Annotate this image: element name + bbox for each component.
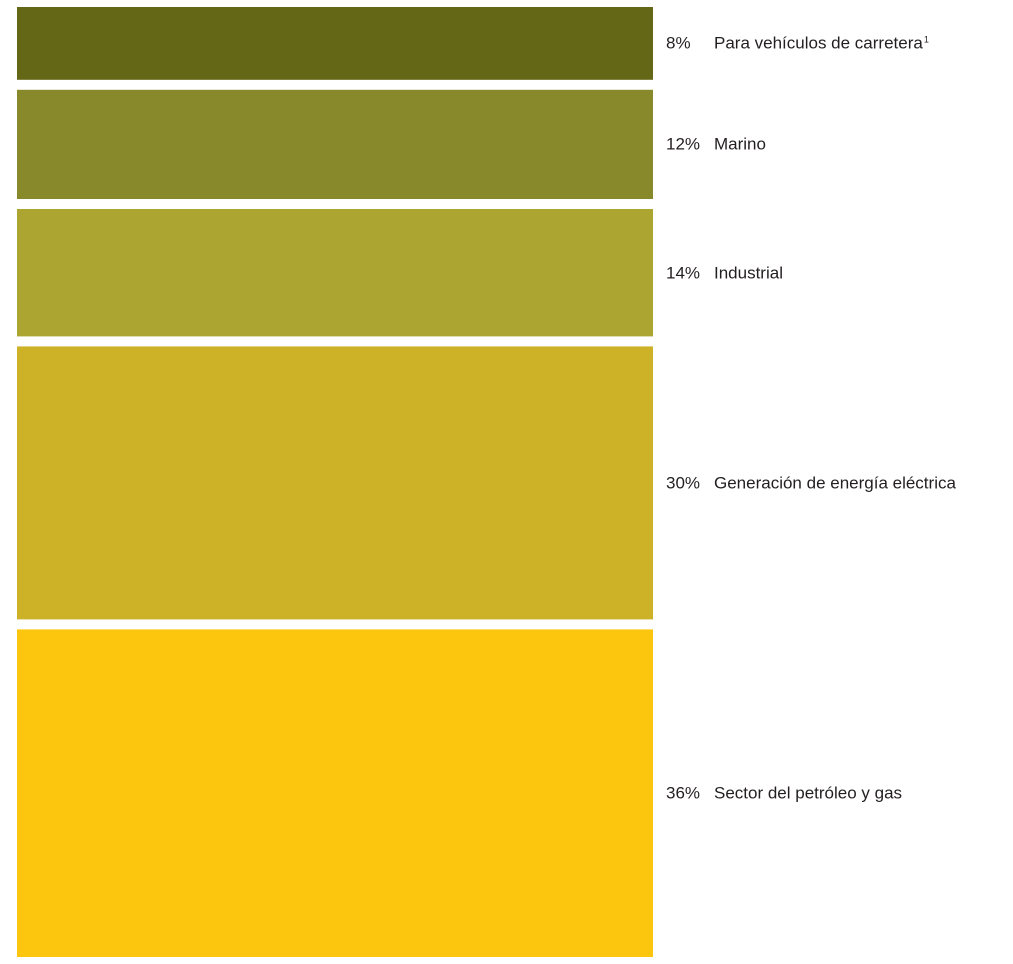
segment-value-label: 30% bbox=[666, 473, 701, 493]
segment-value-label: 8% bbox=[666, 33, 691, 53]
segment-label: 36% Sector del petróleo y gas bbox=[666, 785, 902, 802]
segment-category-label: Generación de energía eléctrica bbox=[714, 473, 956, 493]
segment-category-label: Sector del petróleo y gas bbox=[714, 783, 903, 803]
bar-segment bbox=[17, 346, 653, 620]
segment-category-label: Marino bbox=[714, 134, 766, 154]
bar-segment bbox=[17, 629, 653, 957]
segment-value-label: 36% bbox=[666, 783, 701, 803]
segment-category-label: Para vehículos de carretera bbox=[714, 33, 923, 53]
segment-label: 12% Marino bbox=[666, 136, 766, 153]
footnote-marker: 1 bbox=[923, 34, 929, 45]
bar-segment bbox=[17, 89, 653, 199]
bar-segment bbox=[17, 209, 653, 337]
segment-label: 30% Generación de energía eléctrica bbox=[666, 474, 956, 491]
segment-label: 14% Industrial bbox=[666, 264, 783, 281]
segment-value-label: 12% bbox=[666, 134, 701, 154]
segment-label: 8% Para vehículos de carretera1 bbox=[666, 35, 929, 52]
segment-value-label: 14% bbox=[666, 263, 701, 283]
bar-segment bbox=[17, 7, 653, 80]
segment-category-label: Industrial bbox=[714, 263, 783, 283]
